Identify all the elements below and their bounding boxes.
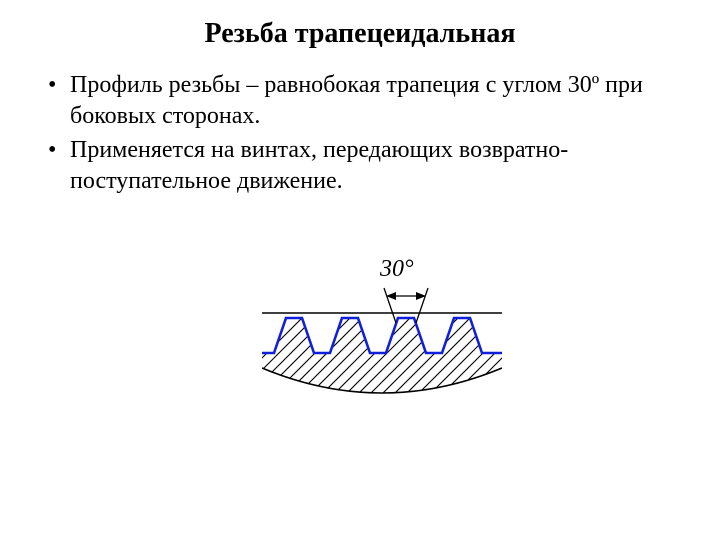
slide-title: Резьба трапецеидальная — [40, 18, 680, 50]
list-item: Применяется на винтах, передающих возвра… — [48, 135, 680, 196]
bottom-arc — [262, 368, 502, 393]
hatch-lines — [262, 298, 502, 418]
slide: Резьба трапецеидальная Профиль резьбы – … — [0, 0, 720, 540]
thread-profile-line — [262, 318, 502, 353]
bullet-list: Профиль резьбы – равнобокая трапеция с у… — [40, 70, 680, 197]
angle-label: 30° — [380, 256, 414, 283]
list-item: Профиль резьбы – равнобокая трапеция с у… — [48, 70, 680, 131]
thread-profile-figure: 30° — [262, 258, 502, 418]
